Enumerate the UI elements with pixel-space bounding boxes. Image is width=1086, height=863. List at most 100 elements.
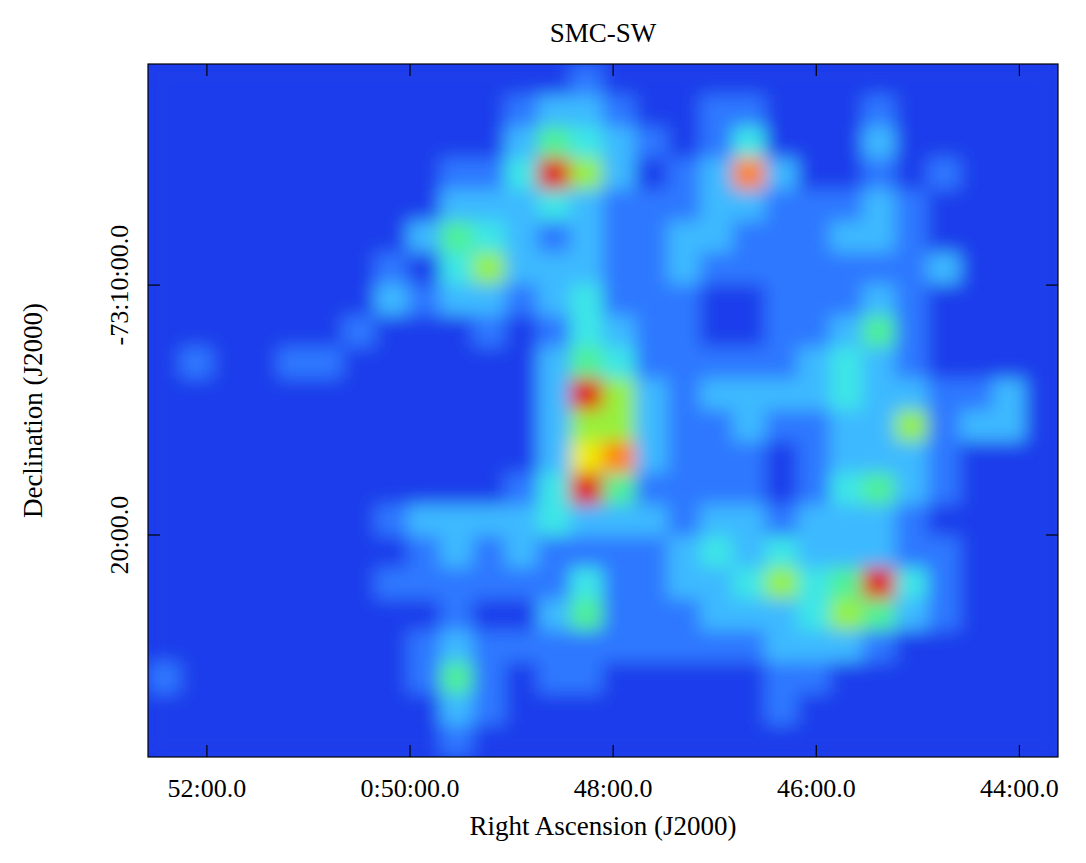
- cell: [408, 694, 442, 727]
- cell: [700, 316, 734, 349]
- cell: [213, 568, 247, 601]
- cell: [700, 410, 734, 443]
- cell: [213, 599, 247, 632]
- cell: [278, 190, 312, 223]
- cell: [148, 64, 181, 96]
- cell: [863, 662, 897, 695]
- cell: [993, 379, 1027, 412]
- cell: [733, 64, 767, 96]
- cell: [603, 568, 637, 601]
- cell: [863, 190, 897, 223]
- cell: [538, 316, 572, 349]
- cell: [180, 158, 214, 191]
- cell: [278, 316, 312, 349]
- cell: [343, 95, 377, 128]
- cell: [895, 694, 929, 727]
- cell: [765, 127, 799, 160]
- cell: [830, 725, 864, 757]
- cell: [830, 631, 864, 664]
- cell: [375, 631, 409, 664]
- cell: [310, 127, 344, 160]
- cell: [408, 725, 442, 757]
- cell: [213, 379, 247, 412]
- x-tick-top: [1019, 64, 1020, 76]
- cell: [765, 473, 799, 506]
- cell: [343, 473, 377, 506]
- cell: [408, 316, 442, 349]
- cell: [473, 158, 507, 191]
- cell: [408, 442, 442, 475]
- cell: [570, 536, 604, 569]
- cell: [538, 95, 572, 128]
- cell: [798, 379, 832, 412]
- cell: [993, 95, 1027, 128]
- cell: [245, 221, 279, 254]
- cell: [375, 536, 409, 569]
- cell: [603, 284, 637, 317]
- cell: [1025, 725, 1058, 757]
- cell: [213, 662, 247, 695]
- cell: [798, 442, 832, 475]
- cell: [473, 64, 507, 96]
- cell: [213, 410, 247, 443]
- cell: [635, 473, 669, 506]
- cell: [635, 127, 669, 160]
- cell: [733, 316, 767, 349]
- cell: [213, 253, 247, 286]
- cell: [668, 599, 702, 632]
- cell: [180, 127, 214, 160]
- x-tick: [206, 745, 207, 757]
- cell: [830, 599, 864, 632]
- cell: [343, 410, 377, 443]
- cell: [473, 95, 507, 128]
- cell: [993, 473, 1027, 506]
- cell: [245, 442, 279, 475]
- cell: [310, 253, 344, 286]
- cell: [310, 95, 344, 128]
- cell: [895, 599, 929, 632]
- cell: [538, 127, 572, 160]
- cell: [375, 64, 409, 96]
- cell: [1025, 410, 1058, 443]
- cell: [798, 662, 832, 695]
- cell: [278, 284, 312, 317]
- cell: [668, 316, 702, 349]
- cell: [928, 442, 962, 475]
- cell: [603, 725, 637, 757]
- cell: [505, 190, 539, 223]
- cell: [635, 662, 669, 695]
- cell: [993, 599, 1027, 632]
- cell: [440, 473, 474, 506]
- cell: [733, 379, 767, 412]
- chart: 52:00.00:50:00.048:00.046:00.044:00.0-73…: [0, 0, 1086, 863]
- cell: [505, 694, 539, 727]
- cell: [538, 662, 572, 695]
- cell: [635, 95, 669, 128]
- cell: [278, 599, 312, 632]
- cell: [765, 725, 799, 757]
- cell: [440, 190, 474, 223]
- cell: [408, 253, 442, 286]
- cell: [895, 158, 929, 191]
- cell: [570, 95, 604, 128]
- cell: [375, 379, 409, 412]
- cell: [505, 316, 539, 349]
- cell: [505, 379, 539, 412]
- cell: [960, 536, 994, 569]
- cell: [245, 379, 279, 412]
- cell: [765, 253, 799, 286]
- cell: [960, 725, 994, 757]
- cell: [245, 158, 279, 191]
- cell: [180, 221, 214, 254]
- cell: [538, 631, 572, 664]
- cell: [245, 410, 279, 443]
- cell: [213, 536, 247, 569]
- cell: [213, 347, 247, 380]
- cell: [180, 442, 214, 475]
- cell: [440, 347, 474, 380]
- x-tick-label: 0:50:00.0: [361, 774, 460, 803]
- cell: [960, 473, 994, 506]
- cell: [960, 568, 994, 601]
- cell: [830, 473, 864, 506]
- cell: [668, 284, 702, 317]
